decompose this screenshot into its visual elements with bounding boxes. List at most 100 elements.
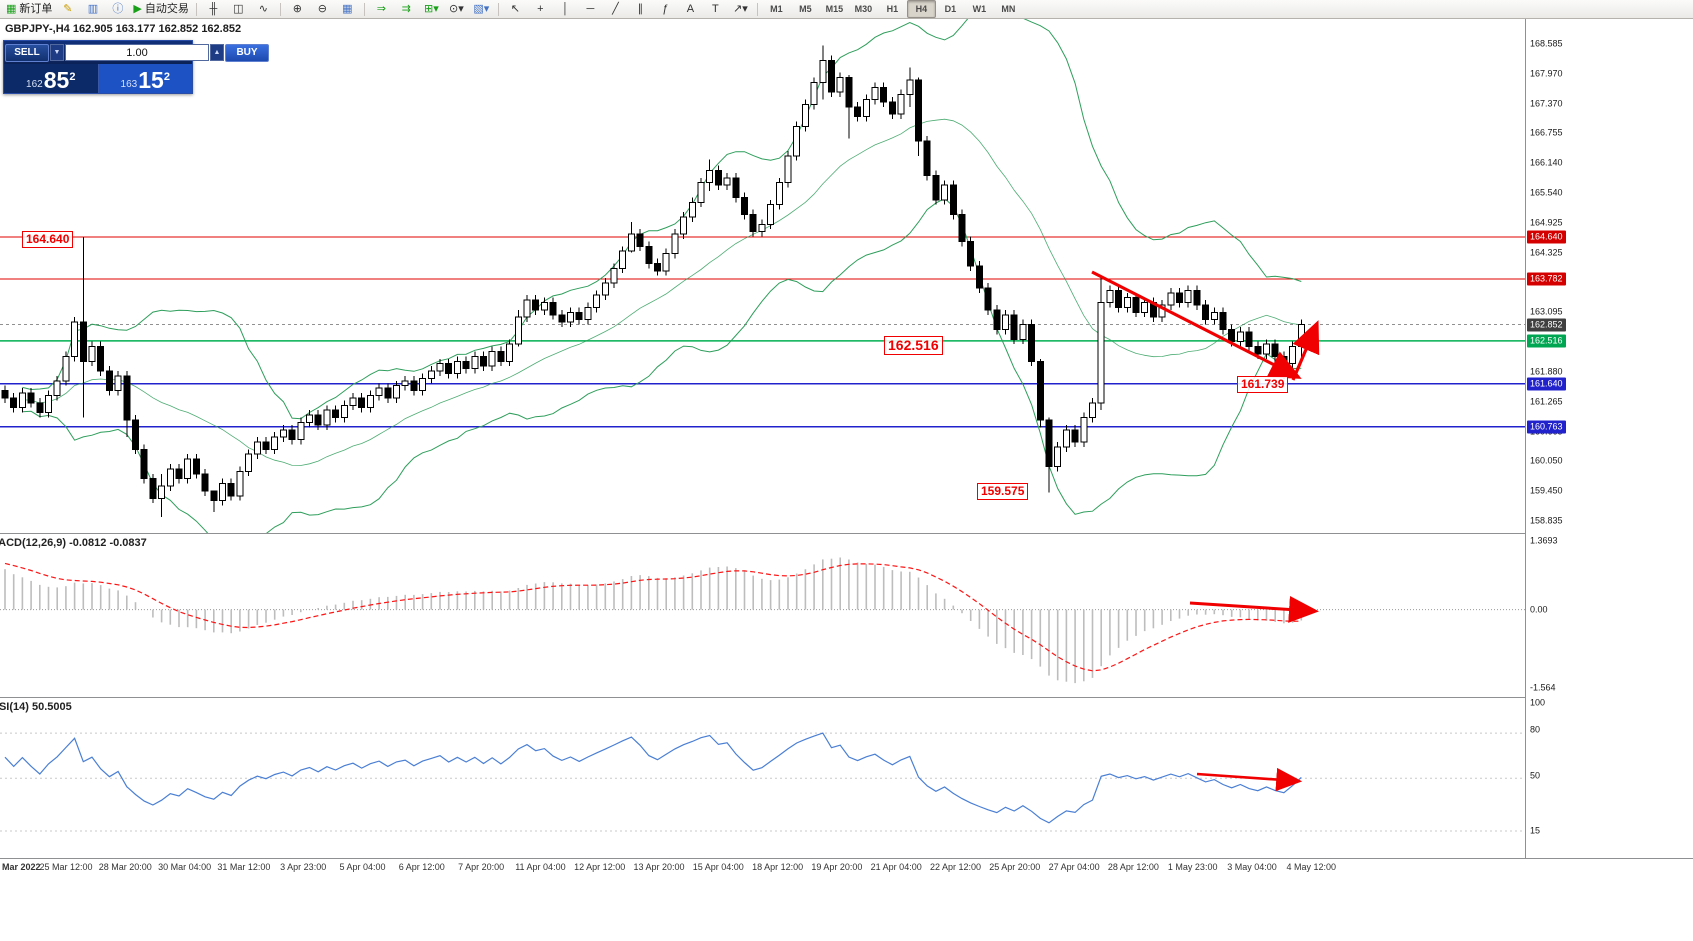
rsi-panel[interactable] <box>0 698 1525 858</box>
new-chart-button[interactable]: ⊞▾ <box>419 0 444 18</box>
chart-title: GBPJPY-,H4 162.905 163.177 162.852 162.8… <box>5 23 242 35</box>
auto-scroll-button[interactable]: ⇉ <box>394 0 419 18</box>
price-line-badge: 161.640 <box>1527 377 1566 391</box>
tf-h1-button[interactable]: H1 <box>886 3 899 14</box>
time-tick: 13 Apr 20:00 <box>633 862 685 872</box>
data-window-button[interactable]: ⓘ <box>105 0 130 18</box>
macd-scale-tick: -1.564 <box>1530 682 1556 693</box>
price-tick: 167.970 <box>1530 68 1563 79</box>
fibonacci-button[interactable]: ƒ <box>653 0 678 18</box>
main-chart-canvas[interactable] <box>0 2 1525 555</box>
candlestick-chart-icon: ◫ <box>233 3 244 15</box>
price-tick: 164.325 <box>1530 247 1563 258</box>
price-tick: 161.265 <box>1530 396 1563 407</box>
chart-shift-icon: ⇒ <box>376 3 386 15</box>
tf-h4-button[interactable]: H4 <box>906 0 936 18</box>
tf-mn-button[interactable]: MN <box>1001 3 1016 14</box>
periods-button[interactable]: ⊙▾ <box>444 0 469 18</box>
trend-arrow <box>1291 320 1320 381</box>
metaeditor-button[interactable]: ✎ <box>55 0 80 18</box>
toolbar-separator <box>497 2 499 16</box>
sell-price[interactable]: 162 85 2 <box>4 64 99 93</box>
autotrading-button-label: 自动交易 <box>144 2 189 15</box>
time-tick: 7 Apr 20:00 <box>458 862 505 872</box>
price-axis[interactable]: 168.585 167.970 167.370 166.755 166.140 165.5… <box>1526 18 1693 858</box>
time-tick: 18 Apr 12:00 <box>752 862 804 872</box>
channel-button[interactable]: ∥ <box>628 0 653 18</box>
price-tick: 159.450 <box>1530 485 1563 496</box>
price-line-badge: 163.782 <box>1527 272 1566 286</box>
arrows-button[interactable]: ↗▾ <box>728 0 753 18</box>
new-order-button[interactable]: ▦ 新订单 <box>3 0 55 18</box>
tf-w1-button[interactable]: W1 <box>972 3 987 14</box>
tf-m5-button[interactable]: M5 <box>799 3 812 14</box>
buy-price[interactable]: 163 15 2 <box>98 64 192 93</box>
panel-separator[interactable] <box>0 697 1693 698</box>
price-tick: 167.370 <box>1530 98 1563 109</box>
tf-m15-button[interactable]: M15 <box>825 3 844 14</box>
time-axis[interactable]: Mar 2022 25 Mar 12:00 28 Mar 20:00 30 Mar 0… <box>0 859 1525 875</box>
zoom-out-icon: ⊖ <box>317 3 327 15</box>
price-label-object[interactable]: 161.739 <box>1237 376 1289 393</box>
main-chart-svg <box>0 2 1525 555</box>
crosshair-button[interactable]: + <box>528 0 553 18</box>
panel-separator[interactable] <box>0 533 1693 534</box>
price-label-object[interactable]: 159.575 <box>977 483 1029 500</box>
templates-icon: ▧▾ <box>473 3 490 15</box>
text-icon: A <box>686 3 695 15</box>
buy-button[interactable]: BUY <box>225 43 269 62</box>
time-axis-separator <box>0 858 1693 859</box>
time-tick: 11 Apr 04:00 <box>515 862 566 872</box>
sell-button[interactable]: SELL <box>5 43 49 62</box>
time-tick: 19 Apr 20:00 <box>811 862 863 872</box>
label-button[interactable]: T <box>703 0 728 18</box>
tf-m30-button[interactable]: M30 <box>854 3 873 14</box>
candlestick-chart-button[interactable]: ◫ <box>226 0 251 18</box>
price-label-object[interactable]: 162.516 <box>884 336 943 355</box>
time-tick: 3 May 04:00 <box>1227 862 1277 872</box>
tf-m1-button[interactable]: M1 <box>770 3 783 14</box>
candlesticks <box>1 45 1305 517</box>
tf-d1-button[interactable]: D1 <box>944 3 957 14</box>
price-tick: 163.095 <box>1530 306 1563 317</box>
tile-windows-button[interactable]: ▦ <box>335 0 360 18</box>
sell-price-big: 85 <box>43 67 70 93</box>
vertical-line-button[interactable]: │ <box>553 0 578 18</box>
line-chart-icon: ∿ <box>258 3 268 15</box>
toolbar-separator <box>195 2 197 16</box>
volume-input[interactable] <box>65 44 209 61</box>
zoom-out-button[interactable]: ⊖ <box>310 0 335 18</box>
volume-decrease-button[interactable]: ▼ <box>50 44 64 61</box>
trade-prices-row: 162 85 2 163 15 2 <box>4 64 192 93</box>
macd-scale-tick: 0.00 <box>1530 604 1548 615</box>
horizontal-line-button[interactable]: ─ <box>578 0 603 18</box>
price-tick: 166.755 <box>1530 127 1563 138</box>
time-tick: 25 Apr 20:00 <box>989 862 1041 872</box>
time-tick: 5 Apr 04:00 <box>339 862 386 872</box>
market-watch-button[interactable]: ▥ <box>80 0 105 18</box>
new-chart-icon: ⊞▾ <box>424 3 439 15</box>
zoom-in-icon: ⊕ <box>292 3 302 15</box>
macd-panel[interactable] <box>0 534 1525 697</box>
price-tick: 166.140 <box>1530 157 1563 168</box>
fibonacci-icon: ƒ <box>662 3 669 15</box>
metaeditor-icon: ✎ <box>63 3 73 15</box>
time-tick: 22 Apr 12:00 <box>929 862 982 872</box>
market-watch-icon: ▥ <box>87 3 99 15</box>
price-label-object[interactable]: 164.640 <box>22 231 74 248</box>
autotrading-button[interactable]: ▶ 自动交易 <box>130 0 191 18</box>
new-order-button-label: 新订单 <box>19 2 53 15</box>
bar-chart-button[interactable]: ╫ <box>201 0 226 18</box>
price-line-badge: 162.516 <box>1527 334 1566 348</box>
trendline-button[interactable]: ╱ <box>603 0 628 18</box>
line-chart-button[interactable]: ∿ <box>251 0 276 18</box>
templates-button[interactable]: ▧▾ <box>469 0 494 18</box>
cursor-button[interactable]: ↖ <box>503 0 528 18</box>
macd-scale-tick: 1.3693 <box>1530 535 1558 546</box>
text-button[interactable]: A <box>678 0 703 18</box>
chart-shift-button[interactable]: ⇒ <box>369 0 394 18</box>
volume-increase-button[interactable]: ▲ <box>210 44 224 61</box>
toolbar-separator <box>279 2 281 16</box>
zoom-in-button[interactable]: ⊕ <box>285 0 310 18</box>
